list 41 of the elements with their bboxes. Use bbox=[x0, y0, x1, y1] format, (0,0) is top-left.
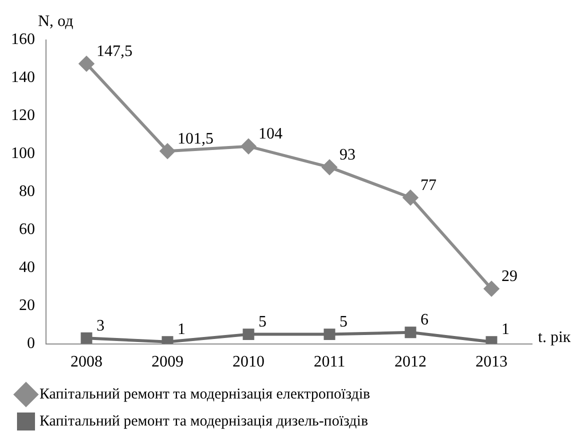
y-tick-label: 100 bbox=[11, 145, 35, 162]
x-tick-label: 2008 bbox=[70, 354, 102, 371]
data-label: 6 bbox=[420, 312, 428, 329]
point bbox=[404, 326, 416, 338]
point bbox=[484, 281, 499, 296]
data-label: 29 bbox=[502, 268, 518, 285]
point bbox=[160, 144, 175, 159]
y-tick-label: 120 bbox=[11, 107, 35, 124]
legend-label: Капітальний ремонт та модернізація дизель-поїздів bbox=[40, 413, 368, 430]
y-tick-label: 20 bbox=[19, 297, 35, 314]
data-label: 5 bbox=[258, 314, 266, 331]
y-tick-label: 160 bbox=[11, 31, 35, 48]
x-axis-title: t. рік bbox=[538, 329, 571, 346]
y-tick-label: 0 bbox=[27, 335, 35, 352]
point bbox=[324, 328, 336, 340]
point bbox=[80, 332, 92, 344]
data-label: 101,5 bbox=[178, 130, 214, 148]
y-tick-label: 60 bbox=[19, 221, 35, 238]
data-label: 147,5 bbox=[96, 42, 132, 60]
x-tick-label: 2011 bbox=[314, 354, 346, 371]
y-tick-label: 80 bbox=[19, 183, 35, 200]
point bbox=[241, 138, 256, 154]
data-label: 93 bbox=[340, 146, 356, 164]
data-label: 1 bbox=[502, 321, 510, 338]
point bbox=[322, 160, 337, 175]
data-label: 1 bbox=[178, 321, 186, 338]
x-tick-label: 2009 bbox=[152, 354, 184, 371]
data-label: 104 bbox=[258, 126, 282, 143]
data-label: 77 bbox=[420, 176, 436, 194]
point bbox=[79, 56, 94, 72]
y-tick-label: 40 bbox=[19, 259, 35, 276]
data-label: 3 bbox=[96, 317, 104, 334]
y-tick-label: 140 bbox=[11, 69, 35, 86]
y-axis-title: N, од bbox=[38, 13, 74, 30]
x-tick-label: 2013 bbox=[476, 354, 508, 371]
x-tick-label: 2012 bbox=[394, 354, 426, 371]
x-tick-label: 2010 bbox=[232, 354, 264, 371]
point bbox=[242, 328, 254, 340]
legend-label: Капітальний ремонт та модернізація електропоїздів bbox=[40, 386, 370, 402]
data-label: 5 bbox=[340, 314, 348, 331]
point bbox=[403, 190, 418, 206]
